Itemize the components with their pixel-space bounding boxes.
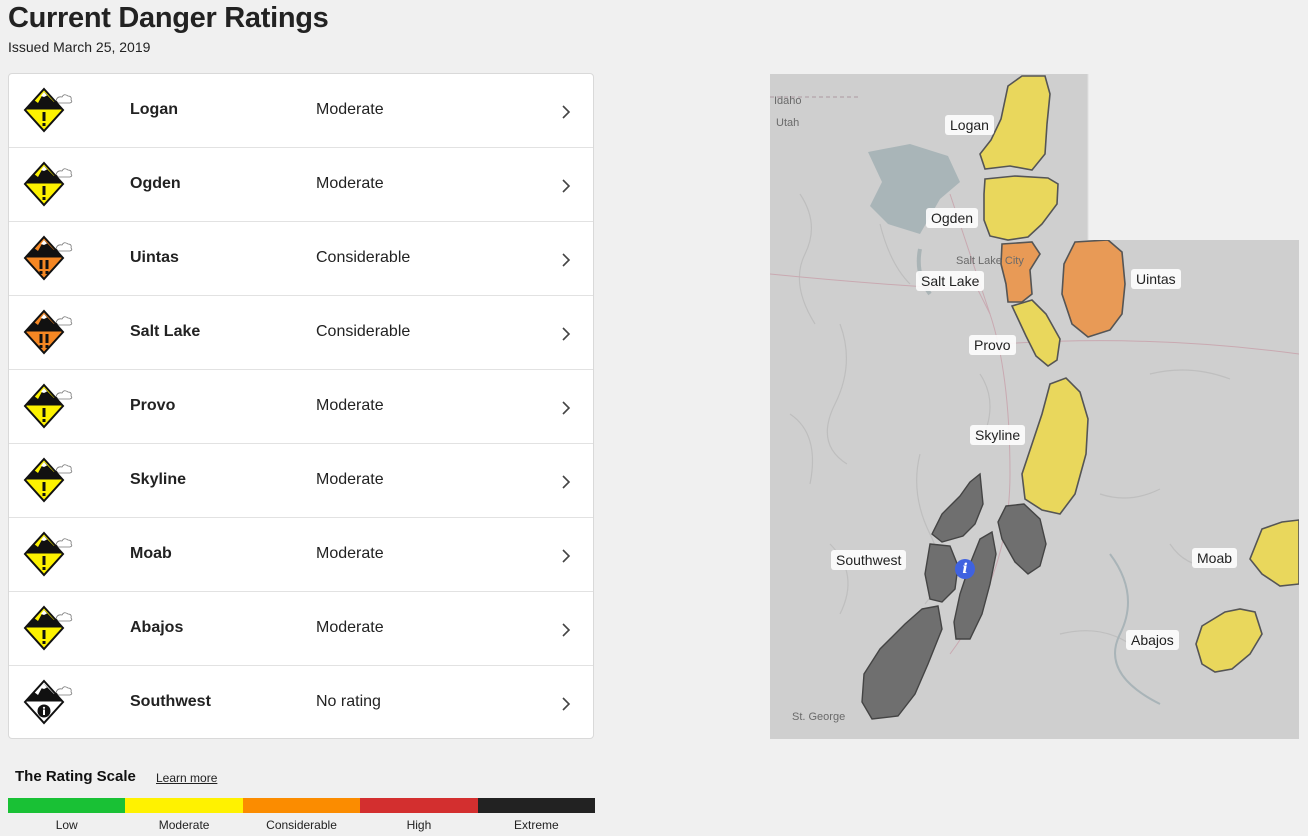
chevron-right-icon [562,623,571,637]
region-row-provo[interactable]: Provo Moderate [9,370,593,444]
chevron-right-icon [562,697,571,711]
region-row-skyline[interactable]: Skyline Moderate [9,444,593,518]
rating-scale-title: The Rating Scale [15,768,136,785]
region-name: Abajos [130,619,184,636]
danger-level: Moderate [316,619,384,636]
region-row-logan[interactable]: Logan Moderate [9,74,593,148]
map-region-label-logan[interactable]: Logan [945,115,994,135]
page-title: Current Danger Ratings [8,2,329,34]
danger-level: Moderate [316,471,384,488]
scale-segment-extreme [477,798,596,813]
region-row-uintas[interactable]: Uintas Considerable [9,222,593,296]
learn-more-link[interactable]: Learn more [156,771,218,785]
danger-rating-icon [23,383,73,429]
region-name: Logan [130,101,178,118]
forecast-region-map[interactable]: Idaho Utah Salt Lake City St. George Log… [770,74,1299,739]
rating-scale-labels: Low Moderate Considerable High Extreme [8,818,595,832]
rating-scale-bar [8,798,596,813]
danger-level: No rating [316,693,381,710]
danger-rating-icon [23,531,73,577]
map-region-label-uintas[interactable]: Uintas [1131,269,1181,289]
chevron-right-icon [562,179,571,193]
region-name: Southwest [130,693,211,710]
scale-label-extreme: Extreme [513,818,559,832]
danger-rating-icon [23,679,73,725]
chevron-right-icon [562,549,571,563]
map-label-utah: Utah [776,117,799,129]
map-label-st-george: St. George [792,711,845,723]
scale-segment-moderate [125,798,243,813]
info-marker-icon[interactable]: i [955,559,975,579]
danger-level: Considerable [316,249,411,266]
region-name: Moab [130,545,172,562]
map-label-idaho: Idaho [774,95,802,107]
chevron-right-icon [562,475,571,489]
region-row-moab[interactable]: Moab Moderate [9,518,593,592]
scale-segment-low [8,798,126,813]
region-name: Uintas [130,249,179,266]
scale-segment-considerable [242,798,361,813]
chevron-right-icon [562,401,571,415]
region-row-abajos[interactable]: Abajos Moderate [9,592,593,666]
chevron-right-icon [562,105,571,119]
danger-rating-icon [23,309,73,355]
map-region-label-abajos[interactable]: Abajos [1126,630,1179,650]
danger-rating-icon [23,87,73,133]
region-name: Provo [130,397,176,414]
issued-date: Issued March 25, 2019 [8,39,151,55]
scale-segment-high [360,798,478,813]
region-name: Ogden [130,175,181,192]
region-row-ogden[interactable]: Ogden Moderate [9,148,593,222]
info-marker-glyph: i [962,561,968,577]
map-label-salt-lake-city: Salt Lake City [956,255,1024,267]
scale-label-considerable: Considerable [266,818,337,832]
region-row-salt-lake[interactable]: Salt Lake Considerable [9,296,593,370]
map-region-label-salt-lake[interactable]: Salt Lake [916,271,985,291]
danger-rating-icon [23,161,73,207]
map-canvas: Idaho Utah Salt Lake City St. George [770,74,1299,739]
map-region-label-moab[interactable]: Moab [1192,548,1238,568]
scale-label-low: Low [55,818,78,832]
danger-level: Moderate [316,397,384,414]
map-region-label-southwest[interactable]: Southwest [831,550,907,570]
chevron-right-icon [562,327,571,341]
danger-rating-icon [23,457,73,503]
danger-level: Considerable [316,323,411,340]
danger-rating-icon [23,235,73,281]
region-row-southwest[interactable]: Southwest No rating [9,666,593,740]
scale-label-high: High [406,818,432,832]
map-region-label-ogden[interactable]: Ogden [926,208,979,228]
chevron-right-icon [562,253,571,267]
scale-label-moderate: Moderate [158,818,210,832]
danger-rating-icon [23,605,73,651]
danger-level: Moderate [316,101,384,118]
danger-ratings-list: Logan Moderate Ogden Moderate Uintas Con… [8,73,594,739]
region-name: Skyline [130,471,187,488]
map-region-label-skyline[interactable]: Skyline [970,425,1026,445]
region-name: Salt Lake [130,323,201,340]
danger-level: Moderate [316,545,384,562]
map-region-label-provo[interactable]: Provo [969,335,1016,355]
danger-level: Moderate [316,175,384,192]
